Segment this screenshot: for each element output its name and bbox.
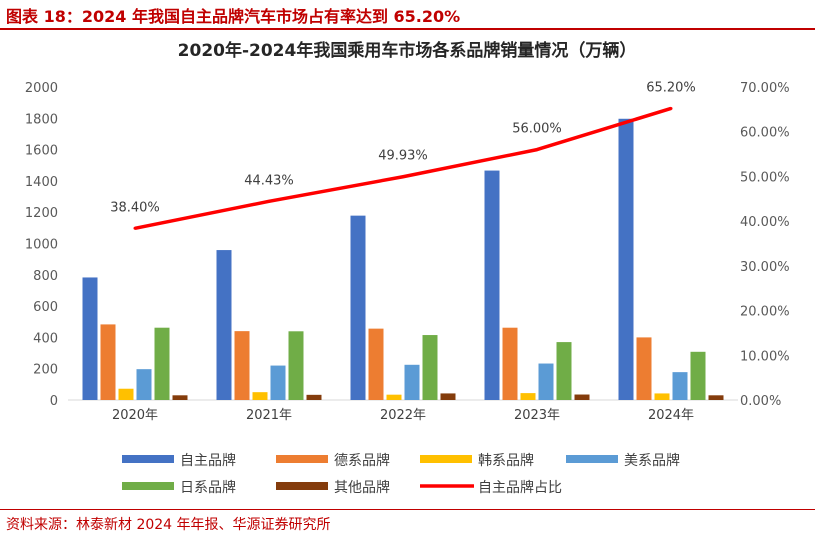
bar-1-4 <box>636 337 652 400</box>
bar-4-1 <box>288 331 304 400</box>
bar-1-0 <box>100 324 116 400</box>
share-data-label: 49.93% <box>378 149 428 164</box>
source-rule <box>0 509 815 510</box>
legend-label: 自主品牌占比 <box>478 479 562 496</box>
share-data-label: 38.40% <box>110 200 160 215</box>
chart: 2020年-2024年我国乘用车市场各系品牌销量情况（万辆） 0 200 400 600… <box>25 40 790 496</box>
y2-tick-label: 50.00% <box>740 170 790 185</box>
figure-header: 图表 18：2024 年我国自主品牌汽车市场占有率达到 65.20% <box>0 0 815 30</box>
x-tick-label: 2022年 <box>380 408 426 423</box>
legend-swatch <box>122 455 174 463</box>
legend-label: 日系品牌 <box>180 479 236 496</box>
share-point-0 <box>133 226 137 230</box>
bar-2-0 <box>118 388 134 400</box>
share-point-4 <box>669 106 673 110</box>
y-tick-label: 0 <box>50 394 58 409</box>
y-tick-label: 800 <box>33 269 58 284</box>
share-point-1 <box>267 199 271 203</box>
legend-swatch <box>276 455 328 463</box>
y2-tick-label: 70.00% <box>740 81 790 96</box>
figure-caption: 图表 18：2024 年我国自主品牌汽车市场占有率达到 65.20% <box>6 7 461 26</box>
bar-2-1 <box>252 392 268 400</box>
bar-4-2 <box>422 335 438 400</box>
legend-label: 美系品牌 <box>624 452 680 469</box>
share-point-2 <box>401 175 405 179</box>
bar-4-3 <box>556 342 572 400</box>
y2-tick-label: 10.00% <box>740 349 790 364</box>
share-line <box>134 106 672 231</box>
legend-label: 其他品牌 <box>334 479 390 496</box>
bar-3-0 <box>136 369 152 400</box>
y-tick-label: 1800 <box>25 112 58 127</box>
x-tick-label: 2020年 <box>112 408 158 423</box>
bar-1-3 <box>502 327 518 400</box>
bar-2-2 <box>386 394 402 400</box>
legend-swatch <box>276 482 328 490</box>
share-data-label: 65.20% <box>646 80 696 95</box>
share-point-3 <box>535 148 539 152</box>
y-tick-label: 1400 <box>25 175 58 190</box>
y-tick-label: 1000 <box>25 238 58 253</box>
bar-0-4 <box>618 118 634 400</box>
bar-1-1 <box>234 331 250 400</box>
bar-5-2 <box>440 393 456 400</box>
bar-0-1 <box>216 250 232 400</box>
y-tick-label: 200 <box>33 363 58 378</box>
legend-label: 德系品牌 <box>334 452 390 469</box>
bar-5-4 <box>708 395 724 400</box>
bar-5-1 <box>306 394 322 400</box>
legend-label: 自主品牌 <box>180 452 236 469</box>
bar-3-2 <box>404 364 420 400</box>
bar-3-4 <box>672 372 688 400</box>
bar-2-3 <box>520 393 536 400</box>
bar-5-0 <box>172 395 188 400</box>
y-tick-label: 400 <box>33 331 58 346</box>
bar-3-3 <box>538 363 554 400</box>
legend-label: 韩系品牌 <box>478 452 534 469</box>
x-tick-label: 2021年 <box>246 408 292 423</box>
y-tick-label: 2000 <box>25 81 58 96</box>
y2-tick-label: 0.00% <box>740 394 781 409</box>
y2-tick-label: 40.00% <box>740 215 790 230</box>
chart-title: 2020年-2024年我国乘用车市场各系品牌销量情况（万辆） <box>178 40 637 61</box>
legend-swatch <box>420 455 472 463</box>
y-tick-label: 1600 <box>25 144 58 159</box>
bar-2-4 <box>654 393 670 400</box>
bar-1-2 <box>368 328 384 400</box>
x-tick-label: 2024年 <box>648 408 694 423</box>
bar-0-3 <box>484 170 500 400</box>
x-tick-label: 2023年 <box>514 408 560 423</box>
bar-4-4 <box>690 351 706 400</box>
bar-5-3 <box>574 394 590 400</box>
y2-tick-label: 20.00% <box>740 305 790 320</box>
y-tick-label: 600 <box>33 300 58 315</box>
bar-0-2 <box>350 215 366 400</box>
share-data-label: 56.00% <box>512 122 562 137</box>
y-tick-label: 1200 <box>25 206 58 221</box>
share-data-label: 44.43% <box>244 173 294 188</box>
bar-0-0 <box>82 277 98 400</box>
bar-4-0 <box>154 327 170 400</box>
figure-source: 资料来源：林泰新材 2024 年年报、华源证券研究所 <box>6 517 331 533</box>
caption-rule <box>0 28 815 30</box>
bar-3-1 <box>270 365 286 400</box>
y2-tick-label: 60.00% <box>740 126 790 141</box>
legend-swatch <box>122 482 174 490</box>
y2-tick-label: 30.00% <box>740 260 790 275</box>
legend-swatch <box>566 455 618 463</box>
